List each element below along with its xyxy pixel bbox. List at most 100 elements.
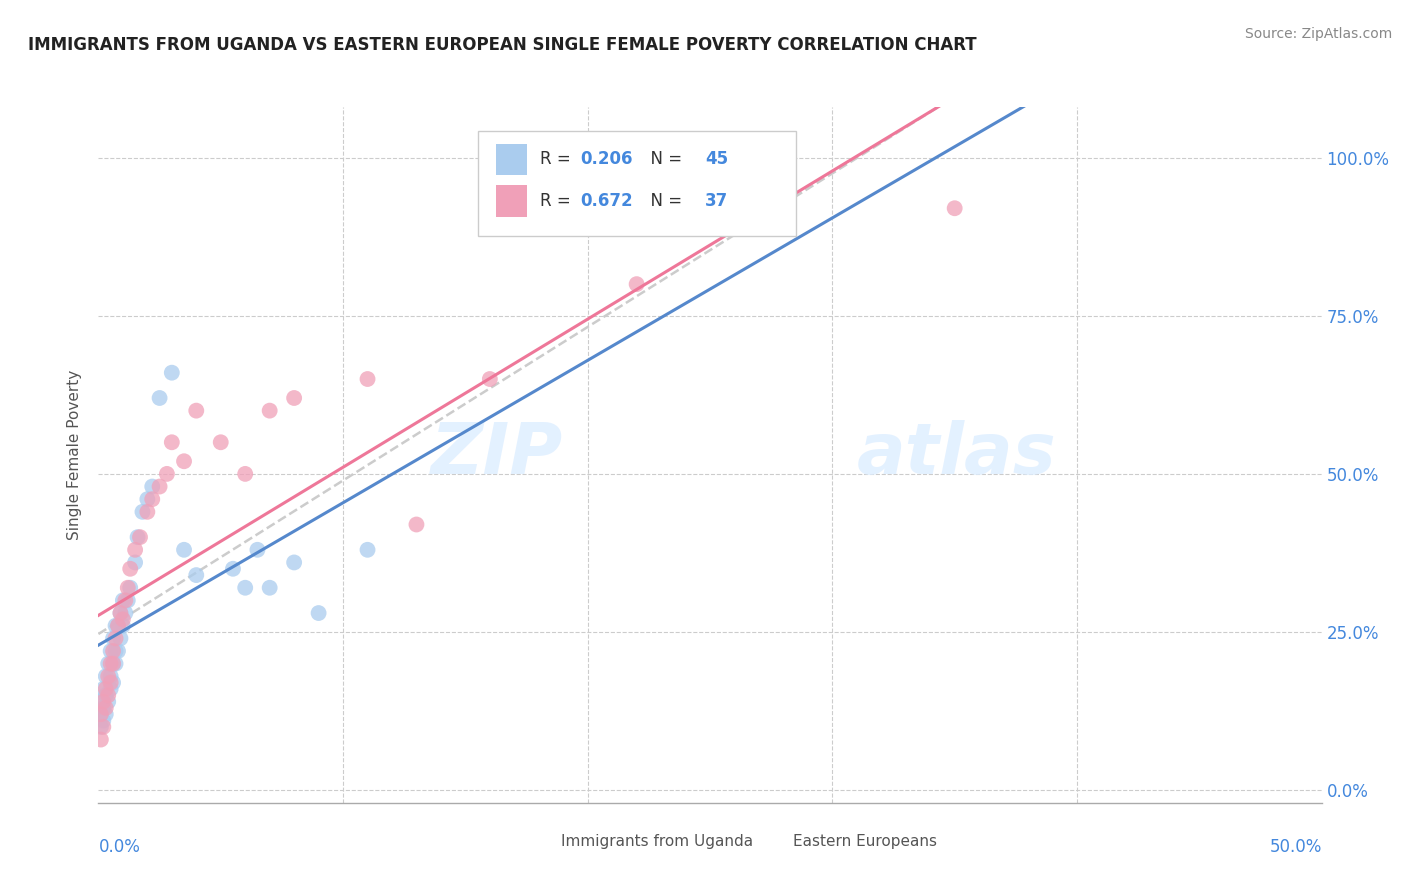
- Bar: [520, 827, 551, 855]
- Point: [94, 669, 117, 683]
- Point: [100, 644, 122, 658]
- Point: [101, 657, 124, 671]
- Point: [90, 695, 112, 709]
- Text: 0.0%: 0.0%: [98, 838, 141, 855]
- Bar: [496, 144, 526, 175]
- Point: [94, 707, 117, 722]
- Point: [149, 479, 172, 493]
- Point: [111, 593, 134, 607]
- Point: [259, 403, 281, 417]
- Point: [107, 644, 129, 658]
- Point: [173, 542, 195, 557]
- Point: [91, 681, 114, 696]
- Bar: [496, 186, 526, 217]
- Point: [100, 675, 122, 690]
- Point: [117, 581, 139, 595]
- Point: [186, 568, 208, 582]
- Point: [405, 517, 427, 532]
- Point: [117, 593, 139, 607]
- Point: [233, 581, 256, 595]
- Point: [110, 632, 132, 646]
- Text: 50.0%: 50.0%: [1270, 838, 1322, 855]
- Point: [90, 732, 112, 747]
- Point: [101, 675, 124, 690]
- Point: [91, 720, 114, 734]
- Point: [308, 606, 330, 620]
- Point: [91, 695, 114, 709]
- Point: [100, 657, 122, 671]
- Point: [186, 403, 208, 417]
- Point: [94, 688, 117, 702]
- Point: [120, 581, 142, 595]
- Point: [356, 372, 378, 386]
- Point: [131, 505, 153, 519]
- Point: [233, 467, 256, 481]
- Point: [107, 618, 129, 632]
- Text: 37: 37: [706, 192, 728, 210]
- Text: R =: R =: [540, 150, 576, 169]
- Text: IMMIGRANTS FROM UGANDA VS EASTERN EUROPEAN SINGLE FEMALE POVERTY CORRELATION CHA: IMMIGRANTS FROM UGANDA VS EASTERN EUROPE…: [28, 36, 977, 54]
- Point: [90, 707, 112, 722]
- Point: [97, 669, 120, 683]
- Point: [136, 492, 159, 507]
- Point: [90, 707, 112, 722]
- Point: [136, 505, 159, 519]
- Point: [283, 391, 305, 405]
- Point: [124, 542, 146, 557]
- Point: [120, 562, 142, 576]
- Point: [97, 695, 120, 709]
- Point: [94, 701, 117, 715]
- Point: [283, 556, 305, 570]
- Text: Source: ZipAtlas.com: Source: ZipAtlas.com: [1244, 27, 1392, 41]
- Point: [94, 681, 117, 696]
- Point: [91, 714, 114, 728]
- Point: [478, 372, 501, 386]
- Point: [97, 688, 120, 702]
- Point: [101, 632, 124, 646]
- Text: 0.206: 0.206: [581, 150, 633, 169]
- Point: [156, 467, 179, 481]
- Point: [111, 612, 134, 626]
- Point: [209, 435, 232, 450]
- Point: [356, 542, 378, 557]
- Point: [90, 720, 112, 734]
- Point: [100, 681, 122, 696]
- Point: [101, 657, 124, 671]
- Point: [101, 644, 124, 658]
- Point: [107, 618, 129, 632]
- Text: N =: N =: [640, 192, 688, 210]
- Point: [943, 201, 966, 215]
- Point: [160, 435, 183, 450]
- Point: [111, 618, 134, 632]
- Point: [114, 593, 136, 607]
- Text: 45: 45: [706, 150, 728, 169]
- Point: [129, 530, 152, 544]
- Point: [141, 479, 163, 493]
- Text: ZIP: ZIP: [432, 420, 564, 490]
- Point: [246, 542, 269, 557]
- Y-axis label: Single Female Poverty: Single Female Poverty: [67, 370, 83, 540]
- Point: [104, 644, 127, 658]
- Point: [141, 492, 163, 507]
- Point: [127, 530, 149, 544]
- Text: R =: R =: [540, 192, 576, 210]
- Point: [149, 391, 172, 405]
- Point: [259, 581, 281, 595]
- Point: [110, 606, 132, 620]
- Point: [100, 669, 122, 683]
- Point: [173, 454, 195, 468]
- Text: Immigrants from Uganda: Immigrants from Uganda: [561, 833, 754, 848]
- Point: [91, 701, 114, 715]
- Point: [222, 562, 245, 576]
- Point: [114, 606, 136, 620]
- Point: [104, 618, 127, 632]
- Point: [97, 657, 120, 671]
- Text: Eastern Europeans: Eastern Europeans: [793, 833, 938, 848]
- Point: [160, 366, 183, 380]
- Text: 0.672: 0.672: [581, 192, 633, 210]
- Point: [124, 556, 146, 570]
- Point: [110, 606, 132, 620]
- FancyBboxPatch shape: [478, 131, 796, 235]
- Point: [104, 632, 127, 646]
- Text: atlas: atlas: [856, 420, 1056, 490]
